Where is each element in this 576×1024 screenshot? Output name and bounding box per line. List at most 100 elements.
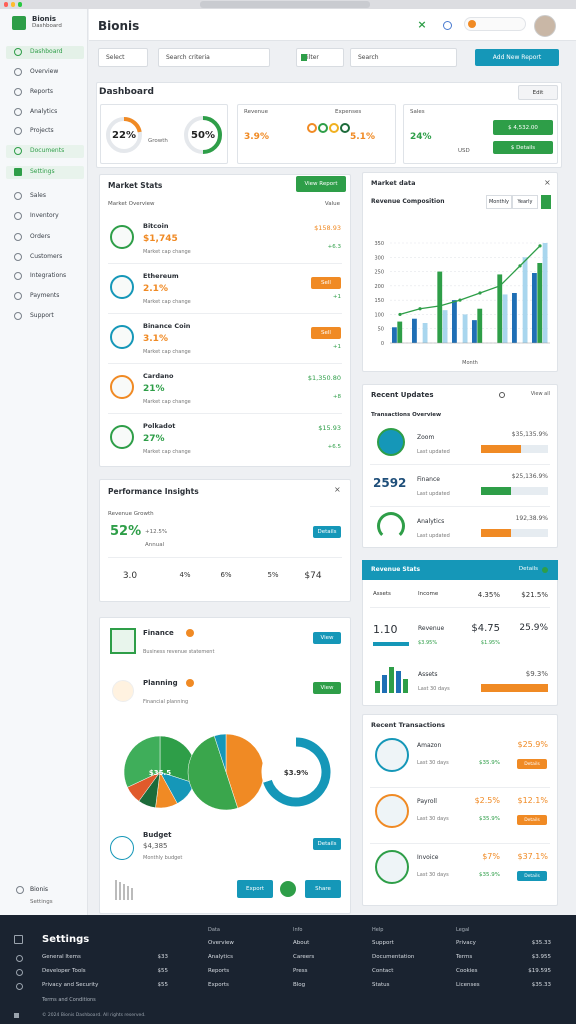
perf-stat: 6% — [220, 571, 232, 579]
nav-label: Reports — [30, 88, 54, 95]
row-name: Bitcoin — [143, 222, 169, 230]
progress-track — [481, 529, 548, 537]
avatar — [534, 15, 556, 37]
perf-stat: $74 — [304, 571, 322, 581]
footer-heading: Help — [372, 927, 384, 933]
perf-subtitle: Revenue Growth — [108, 511, 154, 517]
filter-button-label: Filter — [304, 54, 319, 61]
row-divider — [370, 464, 550, 465]
footer-item: Privacy and Security — [42, 982, 99, 988]
row-subtitle: Last 30 days — [417, 872, 449, 878]
card-value: 24% — [410, 132, 432, 142]
footer-value: $55 — [157, 982, 169, 988]
perf-caption: Annual — [145, 542, 165, 548]
search-input[interactable] — [158, 48, 270, 67]
row-subtitle: Financial planning — [143, 699, 189, 705]
row-icon — [110, 375, 134, 399]
row-amount: $9.3% — [525, 670, 548, 678]
view-button[interactable]: View — [313, 682, 341, 694]
row-subtitle: Last updated — [417, 491, 450, 497]
nav-label: Projects — [30, 127, 54, 134]
row-icon — [110, 225, 134, 249]
sidebar-user-name: Bionis — [30, 886, 49, 893]
panel-title: Market data — [371, 179, 416, 187]
close-icon[interactable]: × — [544, 178, 551, 187]
chart-tab[interactable]: Yearly — [512, 195, 538, 209]
row-note: +1 — [332, 294, 341, 300]
row-percent: 3.1% — [143, 334, 168, 344]
row-name: Invoice — [417, 854, 439, 861]
add-report-button[interactable]: Add New Report — [475, 49, 559, 66]
share-button[interactable]: Share — [305, 880, 341, 898]
row-badge — [186, 679, 194, 687]
page-title: Bionis — [98, 19, 140, 33]
row-title: Budget — [143, 831, 172, 839]
nav-icon — [14, 88, 22, 96]
select-dropdown[interactable] — [98, 48, 148, 67]
row-subtitle: Market cap change — [143, 399, 191, 405]
legend-dot — [340, 123, 350, 133]
row-note: +8 — [332, 394, 341, 400]
filter-icon — [301, 54, 307, 61]
amount-button[interactable]: $ 4,532.00 — [493, 120, 553, 135]
footer-value: $33 — [157, 954, 169, 960]
row-subtitle: Market cap change — [143, 449, 191, 455]
nav-icon — [14, 212, 22, 220]
row-amount: 192,38.9% — [515, 515, 548, 522]
profile-pill[interactable] — [464, 17, 526, 31]
row-amount: $25,136.9% — [511, 473, 548, 480]
row-icon — [110, 275, 134, 299]
select-dropdown-label: Select — [106, 54, 125, 61]
row-icon — [110, 425, 134, 449]
nav-icon — [14, 312, 22, 320]
row-name: Cardano — [143, 372, 174, 380]
filter-button[interactable] — [296, 48, 344, 67]
row-subtitle: Business revenue statement — [143, 649, 215, 655]
footer-value: $35.33 — [531, 982, 551, 988]
mini-bar — [375, 681, 380, 693]
close-icon[interactable]: × — [417, 18, 427, 31]
overview-edit-button[interactable]: Edit — [518, 85, 558, 100]
card-title: Sales — [410, 109, 425, 115]
details-button[interactable]: Details — [313, 526, 341, 538]
row-name: Ethereum — [143, 272, 179, 280]
row-icon — [110, 325, 134, 349]
mini-bar — [382, 675, 387, 693]
details-button[interactable]: Details — [517, 759, 547, 769]
progress-fill — [481, 529, 512, 537]
column-header: Value — [324, 201, 340, 207]
view-report-button[interactable]: View Report — [296, 176, 346, 192]
status-dot — [280, 881, 296, 897]
view-button[interactable]: View — [313, 632, 341, 644]
row-percent: 2.1% — [143, 284, 168, 294]
row-value: $4.75 — [471, 623, 500, 634]
decor-bar — [115, 880, 117, 900]
search-input-2[interactable] — [350, 48, 457, 67]
row-subtitle: Market cap change — [143, 249, 191, 255]
details-button[interactable]: Details — [517, 815, 547, 825]
details-button[interactable]: $ Details — [493, 141, 553, 154]
details-button[interactable]: Details — [517, 871, 547, 881]
panel-link: View all — [530, 391, 550, 397]
chart-tab[interactable]: Monthly — [486, 195, 512, 209]
nav-icon — [14, 292, 22, 300]
row-status: $35.9% — [479, 760, 500, 766]
nav-icon — [14, 147, 22, 155]
row-subtitle: Last 30 days — [417, 760, 449, 766]
details-button[interactable]: Details — [313, 838, 341, 850]
close-icon[interactable]: × — [334, 485, 341, 494]
footer-title: Settings — [42, 934, 90, 945]
row-subtitle: Last 30 days — [417, 816, 449, 822]
row-percent: $25.9% — [517, 740, 548, 749]
column-header: 4.35% — [477, 591, 500, 599]
panel-title: Recent Transactions — [371, 721, 446, 729]
export-button[interactable]: Export — [237, 880, 273, 898]
mini-bar — [403, 679, 408, 693]
row-tag[interactable]: Sell — [311, 277, 341, 289]
progress-fill — [481, 684, 548, 692]
row-name: Polkadot — [143, 422, 176, 430]
chart-dropdown[interactable] — [541, 195, 551, 209]
nav-label: Dashboard — [30, 48, 63, 55]
row-tag[interactable]: Sell — [311, 327, 341, 339]
row-subtitle: $1.95% — [480, 640, 500, 646]
